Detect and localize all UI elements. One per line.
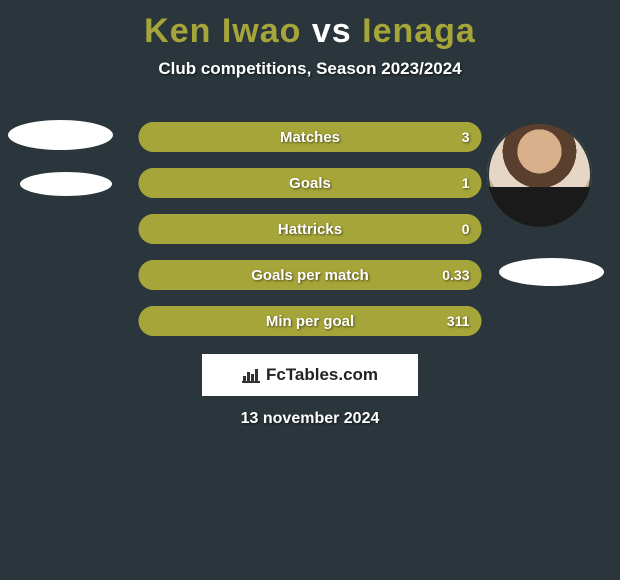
- stat-bar: Matches3: [139, 122, 482, 152]
- stat-bar-value: 311: [447, 313, 470, 329]
- stat-bar: Hattricks0: [139, 214, 482, 244]
- stat-bar-value: 3: [462, 129, 470, 145]
- stat-bar-value: 0.33: [442, 267, 469, 283]
- stat-bar-label: Min per goal: [139, 313, 482, 330]
- fctables-logo[interactable]: FcTables.com: [202, 354, 418, 396]
- player2-name: Ienaga: [362, 12, 476, 50]
- stat-bar: Goals per match0.33: [139, 260, 482, 290]
- comparison-title: Ken Iwao vs Ienaga: [0, 0, 620, 51]
- subtitle: Club competitions, Season 2023/2024: [0, 59, 620, 79]
- player1-placeholder-ellipse-2: [20, 172, 112, 196]
- logo-text: FcTables.com: [266, 365, 378, 385]
- player1-placeholder-group: [8, 120, 113, 196]
- stat-bar: Min per goal311: [139, 306, 482, 336]
- bar-chart-icon: [242, 367, 260, 383]
- player1-name: Ken Iwao: [144, 12, 301, 50]
- date: 13 november 2024: [0, 410, 620, 428]
- stat-bar-label: Goals per match: [139, 267, 482, 284]
- stat-bar-label: Hattricks: [139, 221, 482, 238]
- stat-bar-value: 1: [462, 175, 470, 191]
- stat-bar-value: 0: [462, 221, 470, 237]
- stat-bars: Matches3Goals1Hattricks0Goals per match0…: [139, 122, 482, 352]
- player2-avatar: [487, 122, 592, 227]
- player2-placeholder-ellipse: [499, 258, 604, 286]
- player1-placeholder-ellipse-1: [8, 120, 113, 150]
- stat-bar: Goals1: [139, 168, 482, 198]
- stat-bar-label: Goals: [139, 175, 482, 192]
- stat-bar-label: Matches: [139, 129, 482, 146]
- vs-text: vs: [312, 12, 352, 50]
